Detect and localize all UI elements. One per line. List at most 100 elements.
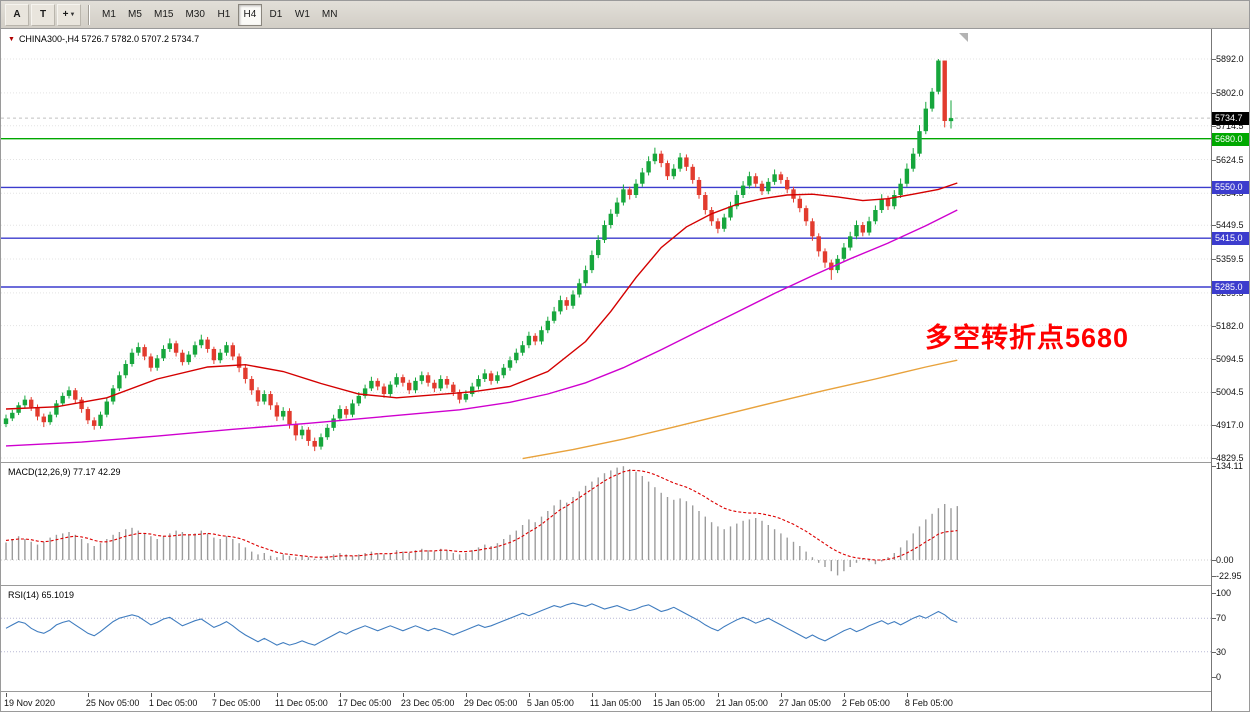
price-axis-label: 5892.0 bbox=[1216, 54, 1244, 65]
price-axis-label: 5802.0 bbox=[1216, 87, 1244, 98]
time-axis[interactable]: 19 Nov 2020 25 Nov 05:00 1 Dec 05:00 7 Dec … bbox=[1, 692, 1211, 711]
time-tick bbox=[150, 693, 152, 697]
level-price-badge: 5550.0 bbox=[1212, 181, 1249, 195]
time-tick bbox=[717, 693, 719, 697]
axis-tick bbox=[1212, 677, 1216, 678]
axis-tick bbox=[1212, 458, 1216, 460]
rsi-panel-canvas[interactable] bbox=[1, 586, 1211, 691]
chart-shift-icon[interactable] bbox=[959, 33, 968, 42]
time-axis-label: 25 Nov 05:00 bbox=[85, 698, 140, 708]
time-axis-label: 11 Jan 05:00 bbox=[589, 698, 642, 708]
price-axis-label: 5624.5 bbox=[1216, 154, 1244, 165]
time-tick bbox=[780, 693, 782, 697]
timeframe-h1-button[interactable]: H1 bbox=[212, 4, 236, 26]
axis-tick bbox=[1212, 651, 1216, 653]
axis-tick bbox=[1212, 425, 1216, 427]
rsi-axis-label: 30 bbox=[1216, 646, 1227, 657]
time-tick bbox=[906, 693, 908, 697]
panel-separator[interactable] bbox=[1, 691, 1249, 692]
macd-axis-label: 0.00 bbox=[1216, 555, 1234, 565]
time-tick bbox=[213, 693, 215, 697]
axis-tick bbox=[1212, 92, 1216, 94]
axis-tick bbox=[1212, 593, 1216, 594]
time-axis-label: 1 Dec 05:00 bbox=[148, 698, 198, 708]
axis-tick bbox=[1212, 358, 1216, 360]
time-tick bbox=[339, 693, 341, 697]
axis-tick bbox=[1212, 225, 1216, 227]
timeframe-d1-button[interactable]: D1 bbox=[264, 4, 288, 26]
macd-axis-label: -22.95 bbox=[1216, 571, 1242, 582]
symbol-marker-icon: ▼ bbox=[8, 35, 15, 43]
time-tick bbox=[276, 693, 278, 697]
time-axis-label: 23 Dec 05:00 bbox=[400, 698, 455, 708]
macd-axis-label: 134.11 bbox=[1216, 461, 1243, 472]
level-price-badge: 5415.0 bbox=[1212, 232, 1249, 246]
time-axis-label: 29 Dec 05:00 bbox=[463, 698, 518, 708]
price-axis-label: 5449.5 bbox=[1216, 220, 1244, 231]
timeframe-m5-button[interactable]: M5 bbox=[123, 4, 147, 26]
macd-panel-canvas[interactable] bbox=[1, 463, 1211, 585]
price-axis-label: 4917.0 bbox=[1216, 420, 1244, 431]
rsi-axis-label: 100 bbox=[1216, 588, 1232, 598]
rsi-label: RSI(14) 65.1019 bbox=[8, 590, 75, 600]
time-tick bbox=[591, 693, 593, 697]
toolbar: A T + ▼ M1 M5 M15 M30 H1 H4 D1 W1 MN bbox=[1, 1, 1249, 29]
axis-tick bbox=[1212, 618, 1216, 620]
level-price-badge: 5285.0 bbox=[1212, 280, 1249, 294]
chart-title-text: CHINA300-,H4 5726.7 5782.0 5707.2 5734.7 bbox=[18, 34, 200, 44]
chart-region: ▼ CHINA300-,H4 5726.7 5782.0 5707.2 5734… bbox=[1, 29, 1249, 711]
toolbar-separator bbox=[88, 4, 90, 25]
axis-tick bbox=[1212, 576, 1216, 578]
time-axis-label: 19 Nov 2020 bbox=[4, 698, 56, 708]
time-tick bbox=[6, 693, 7, 697]
time-axis-label: 11 Dec 05:00 bbox=[274, 698, 328, 708]
price-axis-label: 5094.5 bbox=[1216, 353, 1244, 364]
timeframe-m1-button[interactable]: M1 bbox=[97, 4, 121, 26]
time-axis-label: 2 Feb 05:00 bbox=[841, 698, 890, 708]
time-axis-label: 7 Dec 05:00 bbox=[211, 698, 261, 708]
macd-label: MACD(12,26,9) 77.17 42.29 bbox=[8, 467, 121, 477]
time-tick bbox=[465, 693, 467, 697]
timeframe-h4-button[interactable]: H4 bbox=[237, 3, 262, 26]
timeframe-w1-button[interactable]: W1 bbox=[290, 4, 315, 26]
panel-separator[interactable] bbox=[1, 462, 1249, 463]
time-axis-label: 21 Jan 05:00 bbox=[715, 698, 768, 708]
time-tick bbox=[843, 693, 845, 697]
font-tool-button[interactable]: A bbox=[5, 3, 29, 26]
text-tool-button[interactable]: T bbox=[31, 3, 55, 26]
axis-tick bbox=[1212, 392, 1216, 394]
axis-tick bbox=[1212, 560, 1216, 561]
timeframe-m15-button[interactable]: M15 bbox=[149, 4, 178, 26]
axis-tick bbox=[1212, 59, 1216, 61]
chart-title: ▼ CHINA300-,H4 5726.7 5782.0 5707.2 5734… bbox=[8, 34, 199, 44]
rsi-axis-label: 0 bbox=[1216, 672, 1222, 682]
current-price-badge: 5734.7 bbox=[1212, 112, 1249, 126]
time-tick bbox=[402, 693, 404, 697]
time-axis-label: 27 Jan 05:00 bbox=[778, 698, 831, 708]
rsi-axis-label: 70 bbox=[1216, 613, 1227, 624]
time-tick bbox=[654, 693, 656, 697]
price-axis-label: 5182.0 bbox=[1216, 320, 1244, 331]
axis-tick bbox=[1212, 259, 1216, 261]
level-price-badge: 5680.0 bbox=[1212, 132, 1249, 146]
annotation-text: 多空转折点5680 bbox=[925, 323, 1130, 353]
time-axis-label: 5 Jan 05:00 bbox=[526, 698, 574, 708]
price-axis-label: 4829.5 bbox=[1216, 453, 1244, 464]
axis-tick bbox=[1212, 159, 1216, 161]
panel-separator[interactable] bbox=[1, 585, 1249, 586]
price-chart-canvas[interactable] bbox=[1, 29, 1211, 462]
price-axis-label: 5004.5 bbox=[1216, 387, 1244, 398]
price-axis-label: 5714.5 bbox=[1216, 120, 1244, 131]
price-axis[interactable]: 5892.05802.05714.55624.55534.55449.55359… bbox=[1211, 29, 1249, 711]
time-axis-label: 17 Dec 05:00 bbox=[337, 698, 392, 708]
timeframe-mn-button[interactable]: MN bbox=[317, 4, 343, 26]
dropdown-arrow-icon[interactable]: ▼ bbox=[69, 11, 76, 18]
timeframe-m30-button[interactable]: M30 bbox=[180, 4, 209, 26]
time-tick bbox=[87, 693, 89, 697]
axis-tick bbox=[1212, 466, 1216, 468]
axis-tick bbox=[1212, 325, 1216, 327]
time-tick bbox=[528, 693, 530, 697]
price-axis-label: 5359.5 bbox=[1216, 254, 1244, 265]
crosshair-tool-button[interactable]: + ▼ bbox=[57, 3, 81, 26]
